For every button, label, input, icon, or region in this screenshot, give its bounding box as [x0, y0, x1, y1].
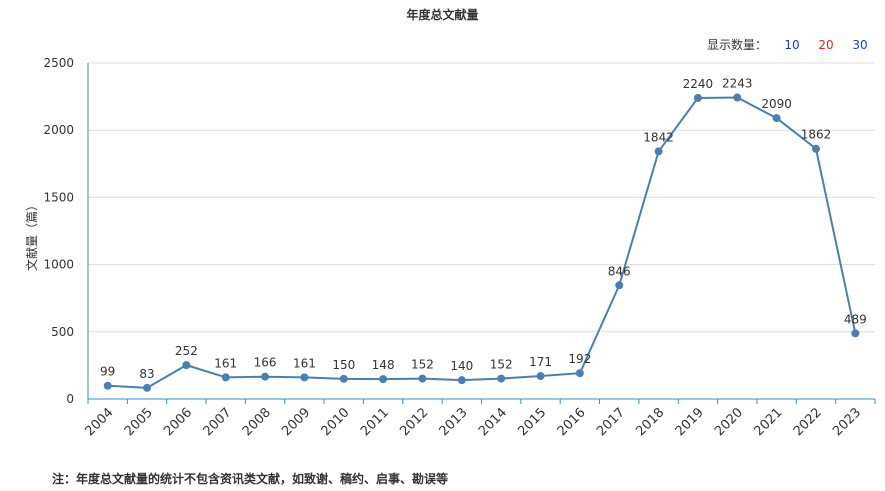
display-count-option-30[interactable]: 30 [852, 37, 868, 52]
x-tick-label: 2007 [201, 405, 235, 439]
data-point [733, 93, 742, 102]
data-label: 252 [175, 344, 198, 358]
data-label: 489 [844, 312, 867, 326]
data-point [536, 372, 545, 381]
data-label: 150 [332, 358, 355, 372]
data-point [497, 374, 506, 383]
display-count-label: 显示数量： [706, 38, 767, 52]
x-tick-label: 2011 [358, 405, 392, 439]
data-point [772, 114, 781, 123]
data-point [261, 372, 270, 381]
data-points [103, 93, 860, 392]
chart-title: 年度总文献量 [406, 8, 479, 22]
data-point [143, 383, 152, 392]
x-tick-label: 2010 [319, 405, 353, 439]
y-tick-label: 1500 [43, 190, 74, 204]
data-point [851, 329, 860, 338]
series-line [107, 96, 857, 389]
y-tick-label: 0 [66, 392, 74, 406]
x-tick-label: 2013 [437, 405, 471, 439]
x-tick-label: 2017 [594, 405, 628, 439]
data-label: 140 [450, 359, 473, 373]
y-tick-label: 2500 [43, 56, 74, 70]
data-point [379, 375, 388, 384]
data-label: 2243 [722, 77, 753, 91]
x-tick-label: 2016 [555, 405, 589, 439]
display-count-option-20[interactable]: 20 [818, 37, 834, 52]
x-tick-label: 2019 [673, 405, 707, 439]
axes [87, 63, 876, 404]
data-label: 99 [100, 365, 115, 379]
y-axis-label: 文献量（篇） [24, 199, 39, 271]
data-label: 171 [529, 355, 552, 369]
x-tick-label: 2018 [633, 405, 667, 439]
data-label: 1862 [801, 128, 832, 142]
x-tick-label: 2005 [122, 405, 156, 439]
data-label: 2090 [761, 97, 792, 111]
data-point [575, 369, 584, 378]
data-point [339, 374, 348, 383]
data-point [654, 147, 663, 156]
footnote: 注：年度总文献量的统计不包含资讯类文献，如致谢、稿约、启事、勘误等 [52, 472, 449, 486]
y-tick-label: 1000 [43, 258, 74, 272]
display-count-option-10[interactable]: 10 [784, 37, 800, 52]
data-label: 166 [254, 356, 277, 370]
data-point [615, 281, 624, 290]
data-label: 161 [214, 356, 237, 370]
x-tick-label: 2022 [791, 405, 825, 439]
y-tick-label: 2000 [43, 123, 74, 137]
data-point [182, 361, 191, 370]
data-label: 152 [411, 358, 434, 372]
x-tick-label: 2020 [712, 405, 746, 439]
data-label: 152 [490, 358, 513, 372]
y-tick-labels: 0 500 1000 1500 2000 2500 [43, 56, 74, 406]
x-tick-label: 2014 [476, 405, 510, 439]
data-label: 846 [608, 264, 631, 278]
data-label: 2240 [683, 77, 714, 91]
x-tick-label: 2015 [515, 405, 549, 439]
y-tick-label: 500 [51, 325, 74, 339]
x-tick-label: 2004 [82, 405, 116, 439]
x-tick-labels: 2004 2005 2006 2007 2008 2009 2010 2011 2012 2013… [82, 405, 864, 439]
x-tick-label: 2012 [397, 405, 431, 439]
x-tick-label: 2021 [751, 405, 785, 439]
data-label: 161 [293, 356, 316, 370]
data-point [457, 376, 466, 385]
display-count-selector: 显示数量： 10 20 30 [707, 36, 877, 53]
x-tick-label: 2023 [830, 405, 864, 439]
data-point [811, 144, 820, 153]
data-label: 192 [568, 352, 591, 366]
grid-lines [88, 62, 875, 333]
data-label: 83 [139, 367, 154, 381]
data-point [221, 373, 230, 382]
data-point [693, 93, 702, 102]
data-point [418, 374, 427, 383]
x-tick-label: 2008 [240, 405, 274, 439]
data-point [103, 381, 112, 390]
data-labels: 99 83 252 161 166 161 150 148 152 140 152 171 192 846… [100, 77, 867, 381]
x-tick-label: 2006 [161, 405, 195, 439]
data-point [300, 373, 309, 382]
data-label: 1842 [643, 130, 674, 144]
x-tick-label: 2009 [279, 405, 313, 439]
data-label: 148 [372, 358, 395, 372]
